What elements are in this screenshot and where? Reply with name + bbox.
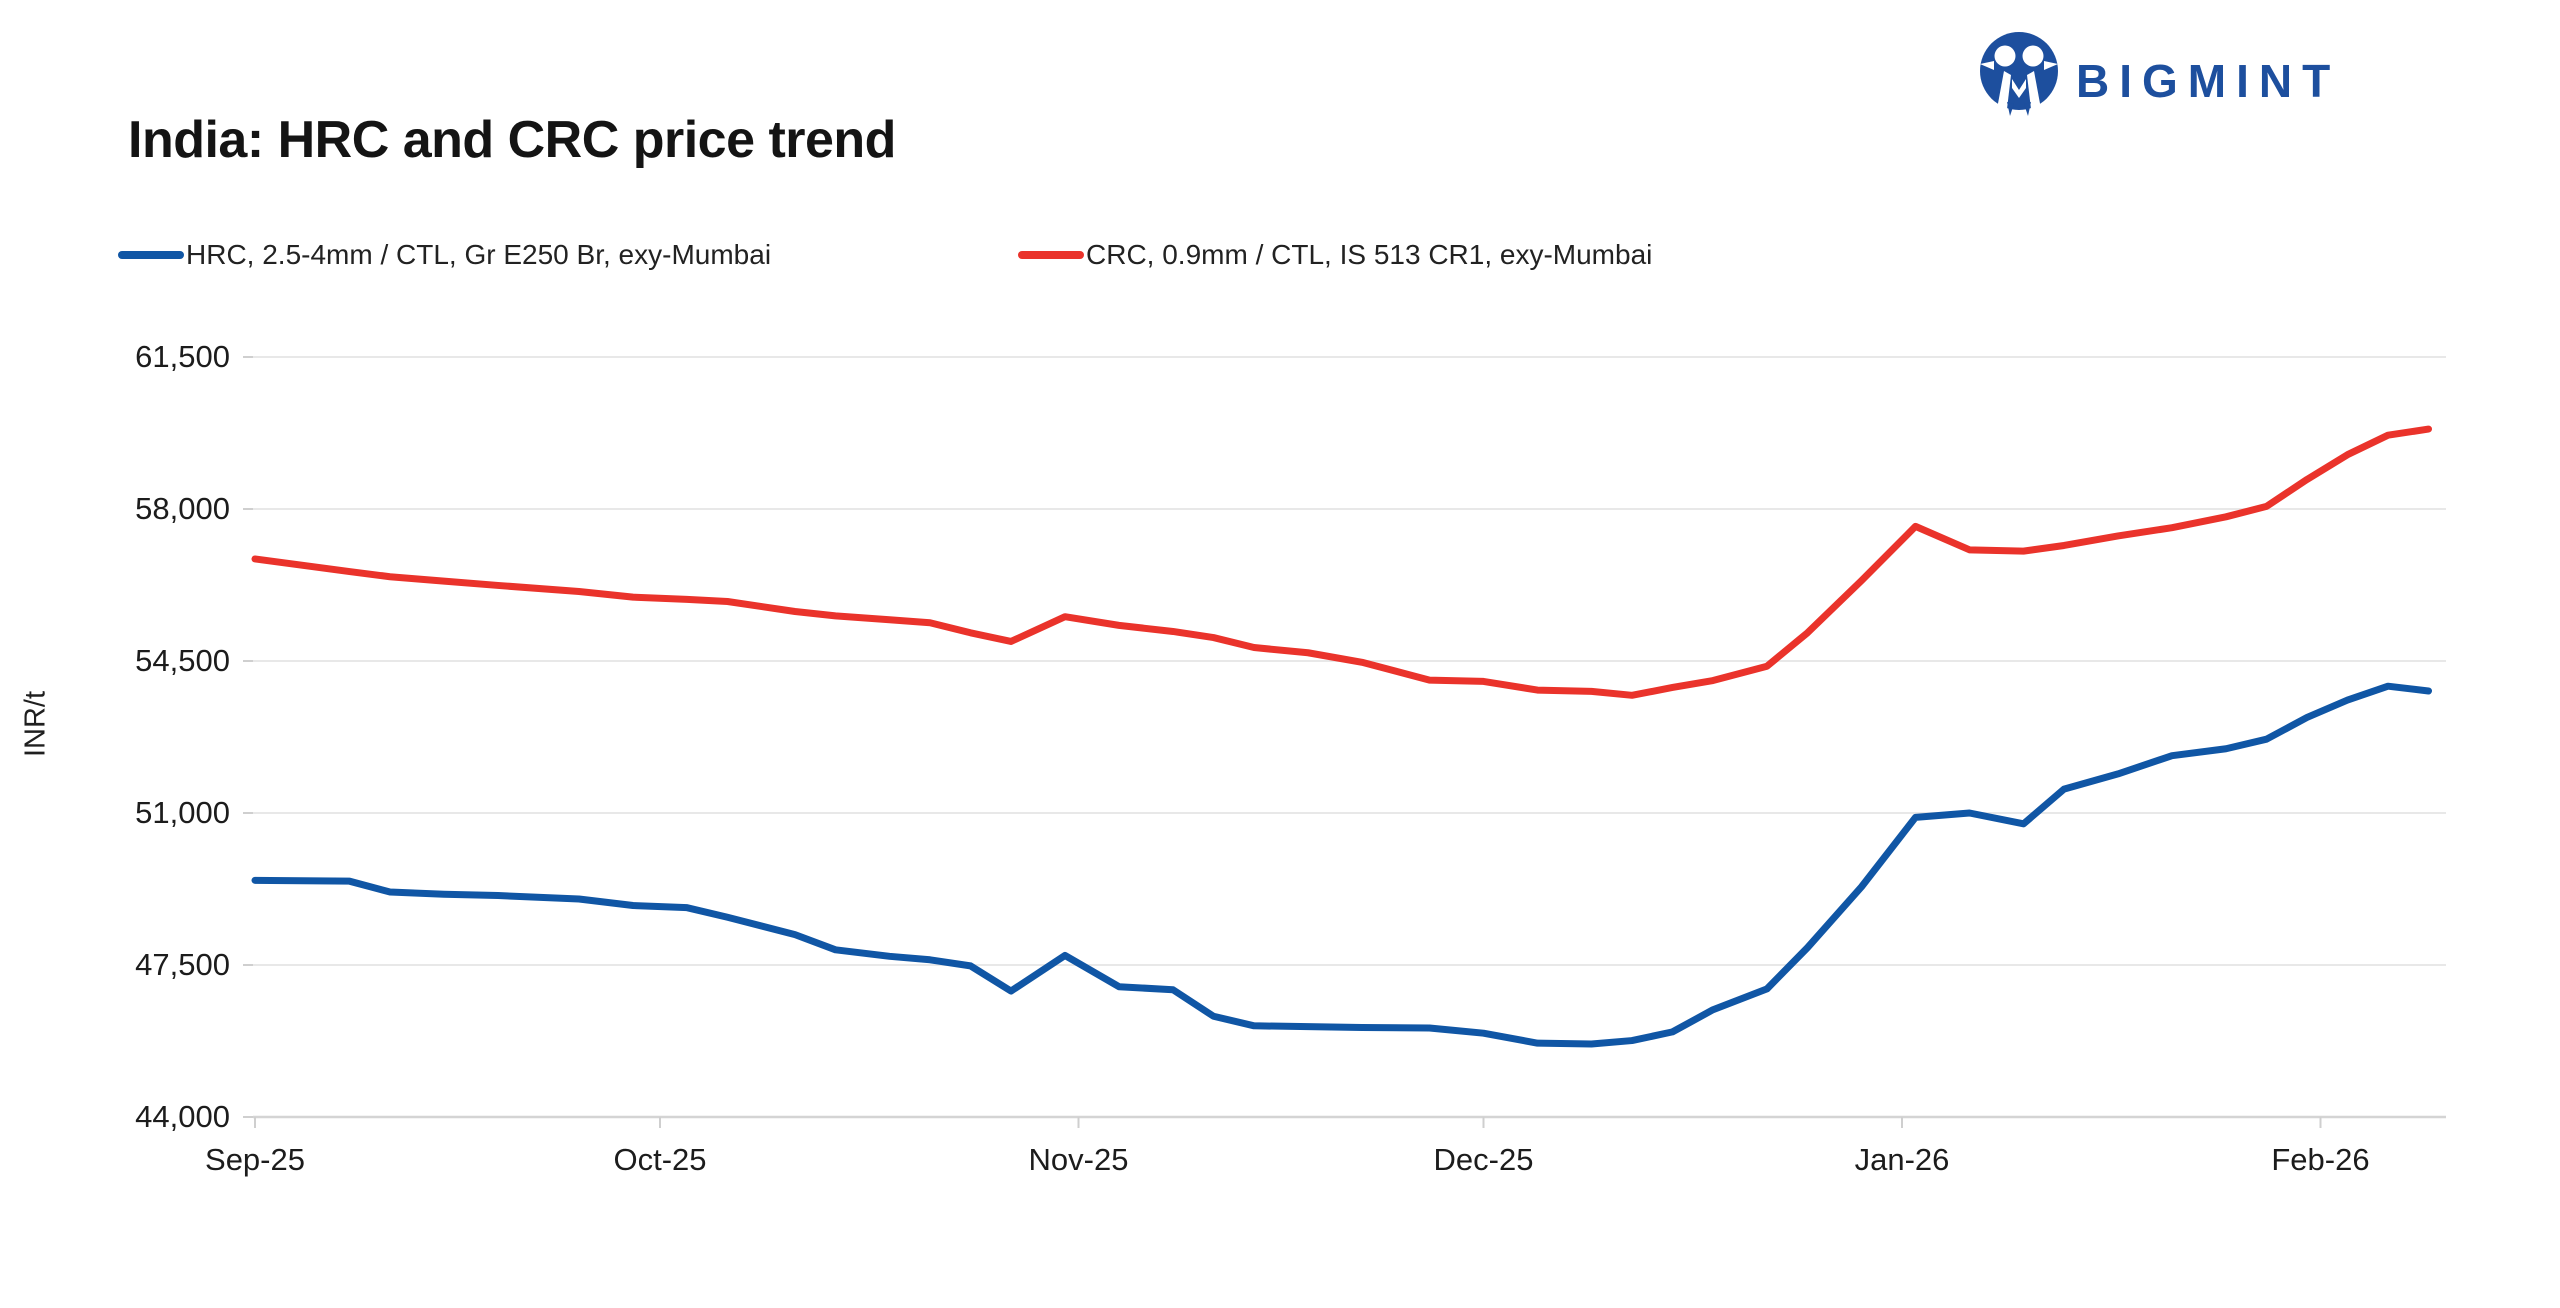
y-tick-label: 47,500 — [135, 947, 230, 982]
x-tick-label: Sep-25 — [205, 1142, 305, 1177]
hrc-price-line — [251, 682, 2432, 1048]
x-tick-label: Feb-26 — [2271, 1142, 2370, 1177]
legend-item-crc: CRC, 0.9mm / CTL, IS 513 CR1, exy-Mumbai — [1018, 238, 1652, 272]
y-tick-label: 61,500 — [135, 339, 230, 374]
y-tick-label: 44,000 — [135, 1099, 230, 1134]
brand-logo: BIGMINT — [1978, 30, 2340, 121]
x-tick-label: Dec-25 — [1433, 1142, 1534, 1177]
y-tick-label: 58,000 — [135, 491, 230, 526]
x-tick-label: Oct-25 — [613, 1142, 707, 1177]
bigmint-logo-icon — [1978, 30, 2060, 121]
crc-price-line — [251, 425, 2432, 699]
legend-label-hrc: HRC, 2.5-4mm / CTL, Gr E250 Br, exy-Mumb… — [186, 239, 772, 270]
x-tick-label: Nov-25 — [1028, 1142, 1129, 1177]
brand-wordmark: BIGMINT — [2076, 54, 2341, 107]
y-tick-label: 54,500 — [135, 643, 230, 678]
crc-line-swatch — [1018, 251, 1084, 259]
legend-item-hrc: HRC, 2.5-4mm / CTL, Gr E250 Br, exy-Mumb… — [118, 238, 771, 272]
legend-label-crc: CRC, 0.9mm / CTL, IS 513 CR1, exy-Mumbai — [1086, 239, 1653, 270]
y-tick-label: 51,000 — [135, 795, 230, 830]
hrc-line-swatch — [118, 251, 184, 259]
page-title: India: HRC and CRC price trend — [128, 111, 896, 169]
x-tick-label: Jan-26 — [1854, 1142, 1950, 1177]
